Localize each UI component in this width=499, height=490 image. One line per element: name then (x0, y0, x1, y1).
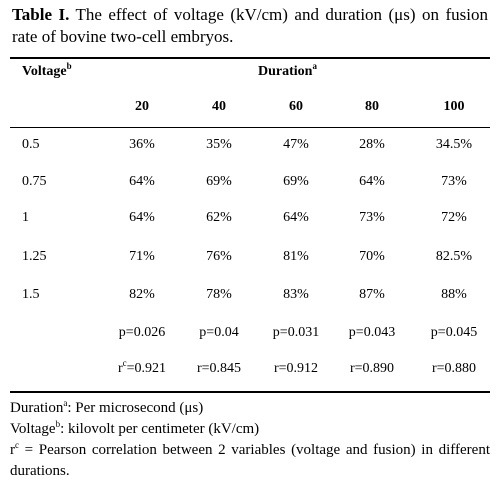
table-cell: 64% (359, 174, 385, 189)
header-rule (10, 127, 490, 128)
row-label: 0.5 (22, 137, 40, 152)
table-cell: 69% (206, 174, 232, 189)
r-value: r=0.890 (349, 361, 395, 376)
table-cell: 88% (441, 287, 467, 302)
footnote-text: : kilovolt per centimeter (kV/cm) (60, 421, 260, 437)
footnote: rc = Pearson correlation between 2 varia… (10, 440, 490, 482)
r-sup: c (122, 358, 127, 368)
table-cell: 47% (283, 137, 309, 152)
footnote-text: = Pearson correlation between 2 variable… (10, 442, 490, 479)
title-text: The effect of voltage (kV/cm) and durati… (12, 5, 488, 46)
r-value: r=0.912 (273, 361, 319, 376)
row-header-sup: b (66, 61, 72, 71)
table-cell: 87% (359, 287, 385, 302)
table-cell: 64% (129, 210, 155, 225)
row-label: 1.5 (22, 287, 40, 302)
table-cell: 82% (129, 287, 155, 302)
table-cell: 64% (283, 210, 309, 225)
column-header: 100 (443, 99, 465, 114)
table-cell: 72% (441, 210, 467, 225)
footnote: Voltageb: kilovolt per centimeter (kV/cm… (10, 419, 490, 440)
table-cell: 76% (206, 249, 232, 264)
r-value: r=0.880 (431, 361, 477, 376)
bottom-rule (10, 391, 490, 393)
row-header-text: Voltage (22, 64, 67, 79)
table-cell: 28% (359, 137, 385, 152)
column-header: 60 (289, 99, 303, 114)
p-value: p=0.04 (199, 325, 239, 340)
table-title: Table I. The effect of voltage (kV/cm) a… (12, 4, 488, 48)
p-value: p=0.045 (430, 325, 478, 340)
table-cell: 73% (359, 210, 385, 225)
r-base: r (117, 361, 123, 376)
table-cell: 83% (283, 287, 309, 302)
table-cell: 70% (359, 249, 385, 264)
top-rule (10, 57, 490, 59)
column-group-header: Durationa (258, 61, 317, 80)
row-label: 0.75 (22, 174, 47, 189)
table-cell: 73% (441, 174, 467, 189)
table-cell: 34.5% (435, 137, 473, 152)
table-cell: 71% (129, 249, 155, 264)
footnote-sup: a (63, 398, 68, 408)
row-header: Voltageb (22, 61, 72, 80)
p-value: p=0.043 (348, 325, 396, 340)
table-cell: 62% (206, 210, 232, 225)
title-label: Table I. (12, 5, 70, 24)
table-cell: 64% (129, 174, 155, 189)
footnote-text: : Per microsecond (μs) (67, 400, 204, 416)
footnote-sup: c (15, 440, 19, 450)
column-header: 40 (212, 99, 226, 114)
p-value: p=0.031 (272, 325, 320, 340)
r-number: =0.921 (126, 361, 167, 376)
footnote-term: r (10, 442, 15, 458)
footnote-term: Duration (10, 400, 64, 416)
r-value: rc=0.921 (117, 358, 167, 377)
table-cell: 82.5% (435, 249, 473, 264)
footnote-term: Voltage (10, 421, 56, 437)
footnote-sup: b (55, 419, 61, 429)
p-value: p=0.026 (118, 325, 166, 340)
row-label: 1 (22, 210, 29, 225)
row-label: 1.25 (22, 249, 47, 264)
table-cell: 81% (283, 249, 309, 264)
footnote: Durationa: Per microsecond (μs) (10, 398, 490, 419)
r-value: r=0.845 (196, 361, 242, 376)
column-group-text: Duration (258, 64, 313, 79)
column-header: 80 (365, 99, 379, 114)
table-cell: 35% (206, 137, 232, 152)
table-cell: 69% (283, 174, 309, 189)
column-group-sup: a (312, 61, 317, 71)
table-cell: 78% (206, 287, 232, 302)
column-header: 20 (135, 99, 149, 114)
table-cell: 36% (129, 137, 155, 152)
